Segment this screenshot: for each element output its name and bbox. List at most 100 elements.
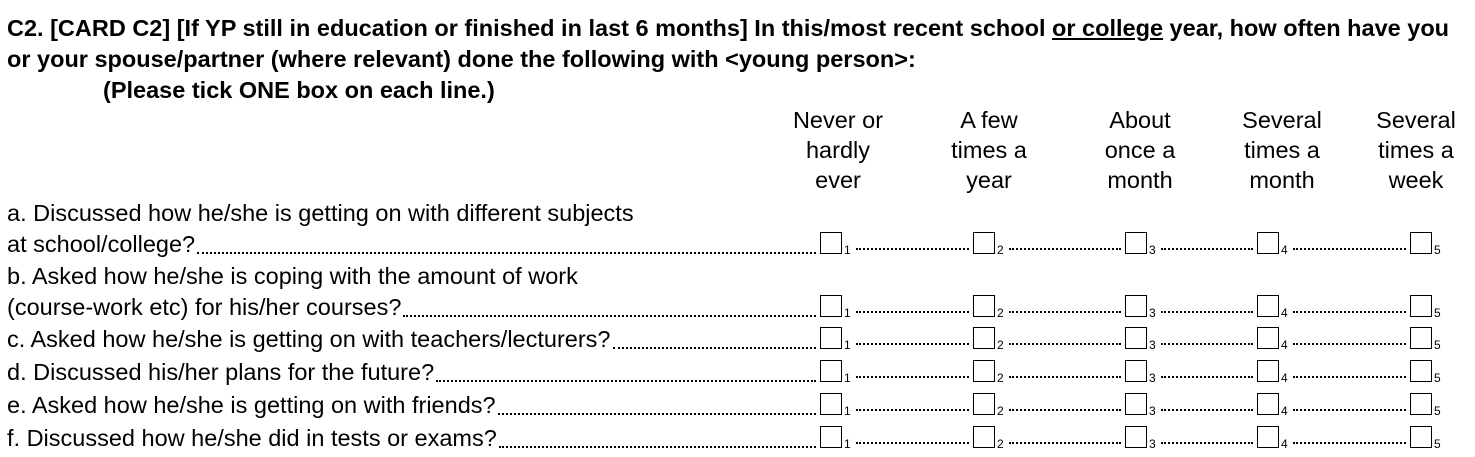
column-header-2: A few times a year [914, 105, 1064, 195]
answer-checkbox[interactable] [1125, 232, 1147, 254]
column-header-line: month [1107, 167, 1173, 193]
column-header-1: Never or hardly ever [763, 105, 913, 195]
answer-code: 3 [1149, 243, 1156, 257]
answer-code: 2 [997, 404, 1004, 418]
dot-leader [856, 376, 969, 378]
dot-leader [1161, 376, 1253, 378]
answer-checkbox[interactable] [1410, 360, 1432, 382]
dot-leader [612, 347, 816, 349]
answer-checkbox[interactable] [1257, 393, 1279, 415]
dot-leader [1293, 409, 1406, 411]
row-label-text: d. Discussed his/her plans for the futur… [7, 359, 435, 385]
column-header-line: hardly [805, 137, 870, 163]
dot-leader [1009, 442, 1121, 444]
column-header-line: once a [1104, 137, 1176, 163]
dot-leader [856, 343, 969, 345]
answer-checkbox[interactable] [1257, 426, 1279, 448]
answer-checkbox[interactable] [973, 295, 995, 317]
answer-checkbox[interactable] [820, 360, 842, 382]
question-instruction: (Please tick ONE box on each line.) [103, 77, 495, 103]
answer-checkbox[interactable] [1125, 393, 1147, 415]
dot-leader [1161, 442, 1253, 444]
column-header-line: Several [1376, 107, 1456, 133]
question-title-part2: year, how often have you or your spouse/… [7, 15, 1450, 72]
answer-code: 1 [844, 404, 851, 418]
answer-code: 3 [1149, 404, 1156, 418]
row-label-text: b. Asked how he/she is coping with the a… [7, 263, 578, 289]
column-header-line: About [1109, 107, 1171, 133]
dot-leader [856, 409, 969, 411]
column-header-line: year [966, 167, 1012, 193]
answer-checkbox[interactable] [1257, 360, 1279, 382]
row-label: (course-work etc) for his/her courses? [7, 292, 816, 323]
row-label-text: f. Discussed how he/she did in tests or … [7, 425, 497, 451]
dot-leader [1009, 343, 1121, 345]
question-title: C2. [CARD C2] [If YP still in education … [7, 13, 1467, 75]
answer-checkbox[interactable] [1125, 360, 1147, 382]
answer-checkbox[interactable] [1410, 232, 1432, 254]
column-header-line: Never or [792, 107, 884, 133]
row-label: b. Asked how he/she is coping with the a… [7, 261, 578, 292]
row-label: at school/college? [7, 229, 816, 260]
dot-leader [856, 311, 969, 313]
answer-code: 1 [844, 306, 851, 320]
dot-leader [1293, 311, 1406, 313]
answer-checkbox[interactable] [973, 232, 995, 254]
dot-leader [1293, 343, 1406, 345]
answer-checkbox[interactable] [820, 426, 842, 448]
column-header-line: Several [1242, 107, 1322, 133]
answer-code: 4 [1281, 437, 1288, 451]
answer-checkbox[interactable] [1410, 426, 1432, 448]
answer-code: 1 [844, 243, 851, 257]
column-header-line: times a [951, 137, 1027, 163]
answer-code: 5 [1434, 306, 1441, 320]
answer-code: 5 [1434, 404, 1441, 418]
answer-code: 2 [997, 243, 1004, 257]
row-label: d. Discussed his/her plans for the futur… [7, 357, 816, 388]
dot-leader [197, 252, 816, 254]
answer-code: 3 [1149, 306, 1156, 320]
answer-code: 3 [1149, 371, 1156, 385]
answer-checkbox[interactable] [1257, 295, 1279, 317]
answer-checkbox[interactable] [973, 360, 995, 382]
answer-checkbox[interactable] [1257, 232, 1279, 254]
answer-code: 5 [1434, 243, 1441, 257]
answer-code: 3 [1149, 437, 1156, 451]
answer-checkbox[interactable] [1410, 327, 1432, 349]
answer-checkbox[interactable] [820, 295, 842, 317]
column-header-line: month [1249, 167, 1315, 193]
answer-checkbox[interactable] [973, 393, 995, 415]
dot-leader [1009, 248, 1121, 250]
answer-code: 1 [844, 338, 851, 352]
dot-leader [1293, 442, 1406, 444]
answer-code: 4 [1281, 306, 1288, 320]
dot-leader [497, 413, 816, 415]
answer-checkbox[interactable] [1125, 327, 1147, 349]
answer-code: 2 [997, 437, 1004, 451]
answer-checkbox[interactable] [973, 327, 995, 349]
column-header-line: ever [815, 167, 861, 193]
column-header-4: Several times a month [1207, 105, 1357, 195]
answer-checkbox[interactable] [820, 327, 842, 349]
question-title-part1: C2. [CARD C2] [If YP still in education … [7, 15, 1053, 41]
answer-checkbox[interactable] [820, 232, 842, 254]
row-label: f. Discussed how he/she did in tests or … [7, 423, 816, 454]
answer-code: 2 [997, 338, 1004, 352]
answer-code: 2 [997, 306, 1004, 320]
answer-code: 5 [1434, 338, 1441, 352]
answer-checkbox[interactable] [1257, 327, 1279, 349]
row-label-text: at school/college? [7, 231, 196, 257]
dot-leader [1161, 311, 1253, 313]
dot-leader [1161, 343, 1253, 345]
dot-leader [1293, 248, 1406, 250]
answer-checkbox[interactable] [820, 393, 842, 415]
answer-checkbox[interactable] [1410, 393, 1432, 415]
row-label: a. Discussed how he/she is getting on wi… [7, 198, 634, 229]
dot-leader [856, 248, 969, 250]
answer-checkbox[interactable] [1125, 295, 1147, 317]
answer-checkbox[interactable] [1125, 426, 1147, 448]
answer-checkbox[interactable] [1410, 295, 1432, 317]
dot-leader [1009, 376, 1121, 378]
dot-leader [1161, 409, 1253, 411]
answer-checkbox[interactable] [973, 426, 995, 448]
